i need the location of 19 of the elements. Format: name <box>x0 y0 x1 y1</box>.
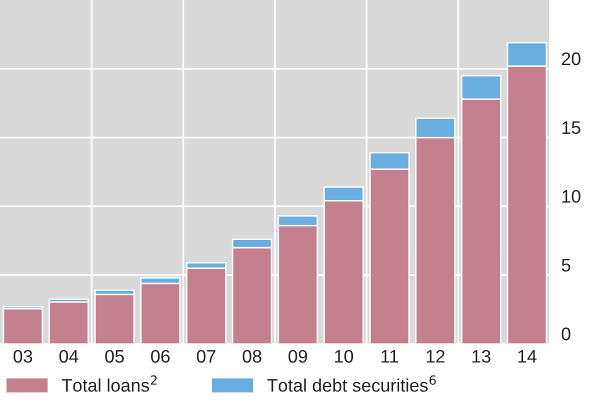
legend-label: Total debt securities$^{6}$ <box>267 375 436 392</box>
x-tick-label: 09 <box>288 350 308 363</box>
x-tick-label: 13 <box>472 350 490 363</box>
x-tick-label: 03 <box>14 350 32 363</box>
x-tick-label: 08 <box>242 350 262 363</box>
x-tick-label: 10 <box>335 350 354 363</box>
x-tick-label: 05 <box>105 350 124 363</box>
y-tick-label: 15 <box>562 121 580 134</box>
y-tick-label: 0 <box>562 328 570 340</box>
legend-label: Total loans$^{2}$ <box>62 375 157 392</box>
y-tick-label: 10 <box>562 190 580 203</box>
y-tick-label: 20 <box>562 52 580 66</box>
x-tick-label: 11 <box>382 350 398 363</box>
x-tick-label: 06 <box>151 350 170 363</box>
x-tick-label: 12 <box>426 350 444 363</box>
x-tick-label: 07 <box>196 350 216 363</box>
x-tick-label: 14 <box>518 350 537 363</box>
x-tick-label: 04 <box>59 350 78 363</box>
y-tick-label: 5 <box>562 258 570 272</box>
